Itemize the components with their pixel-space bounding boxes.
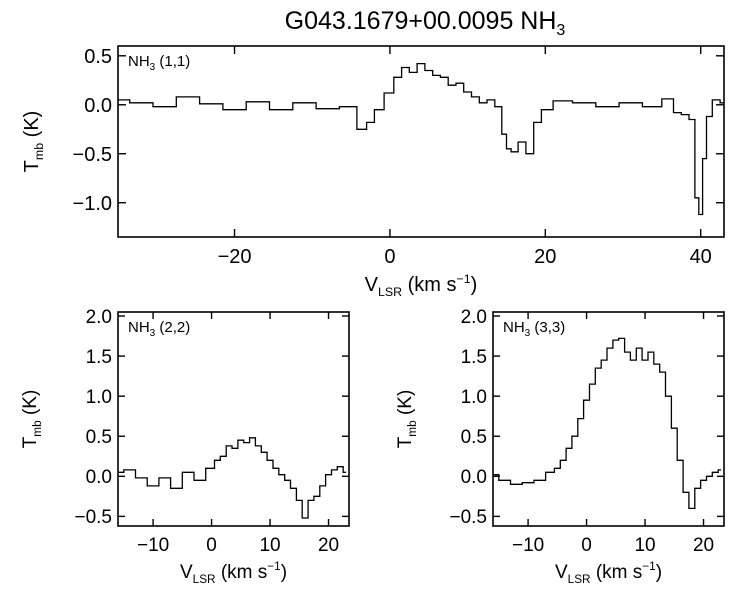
panel-nh3-11: −20 0 20 40 −1.0 −0.5 0.0 0.5 NH3 (1,1) VLSR (km …: [21, 45, 725, 299]
y-tick-label: 0.0: [86, 467, 112, 488]
x-axis-label: VLSR (km s−1): [180, 560, 287, 586]
y-tick-label: 1.0: [86, 387, 112, 408]
panel-label: NH3 (2,2): [128, 319, 190, 339]
x-tick-label: 40: [690, 246, 712, 268]
y-tick-label: −0.5: [74, 507, 112, 528]
y-tick-label: 2.0: [86, 307, 112, 328]
panel-label: NH3 (3,3): [503, 319, 565, 339]
figure-title: G043.1679+00.0095 NH3: [285, 7, 566, 39]
y-axis-label: Tmb (K): [395, 390, 419, 449]
y-tick-label: 1.5: [461, 347, 487, 368]
y-tick-label: 0.0: [84, 95, 112, 117]
x-tick-label: 10: [259, 535, 280, 556]
y-tick-label: −0.5: [73, 144, 112, 166]
x-tick-label: −10: [137, 535, 169, 556]
x-tick-label: 10: [634, 535, 655, 556]
x-tick-label: 20: [318, 535, 339, 556]
x-axis-label: VLSR (km s−1): [555, 560, 662, 586]
spectrum-line: [493, 337, 722, 510]
x-tick-label: −20: [218, 246, 252, 268]
y-axis-label: Tmb (K): [21, 111, 46, 173]
y-tick-label: 1.5: [86, 347, 112, 368]
y-tick-label: 0.5: [84, 46, 112, 68]
y-axis-label: Tmb (K): [20, 390, 44, 449]
y-tick-label: 2.0: [461, 307, 487, 328]
plot-frame: [117, 45, 725, 238]
plot-frame: [492, 311, 725, 527]
y-tick-label: −0.5: [449, 507, 487, 528]
x-tick-label: 0: [581, 535, 592, 556]
panel-nh3-22: −10 0 10 20 −0.5 0.0 0.5 1.0 1.5 2.0 NH3 (2,2) VLSR…: [20, 307, 350, 586]
panel-nh3-33: −10 0 10 20 −0.5 0.0 0.5 1.0 1.5 2.0 NH3 (3,3) VLSR…: [395, 307, 725, 586]
spectrum-line: [118, 437, 347, 519]
plot-frame: [117, 311, 350, 527]
x-tick-label: 20: [534, 246, 556, 268]
y-tick-label: 0.0: [461, 467, 487, 488]
x-tick-label: 20: [693, 535, 714, 556]
y-tick-label: 0.5: [461, 427, 487, 448]
y-tick-label: 0.5: [86, 427, 112, 448]
y-tick-label: 1.0: [461, 387, 487, 408]
spectrum-line: [118, 62, 724, 216]
x-tick-label: −10: [512, 535, 544, 556]
panel-label: NH3 (1,1): [128, 53, 190, 73]
x-tick-label: 0: [206, 535, 217, 556]
x-axis-label: VLSR (km s−1): [365, 272, 478, 299]
x-tick-label: 0: [384, 246, 395, 268]
y-tick-label: −1.0: [73, 193, 112, 215]
